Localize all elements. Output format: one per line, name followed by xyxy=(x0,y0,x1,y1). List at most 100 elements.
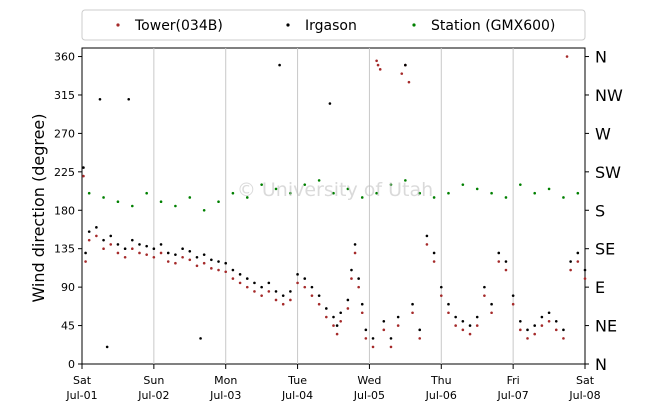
point-series-1-32 xyxy=(274,290,278,293)
point-series-1-59 xyxy=(432,251,436,255)
point-series-2-6 xyxy=(174,204,177,208)
y-tick-label-0: 0 xyxy=(68,358,75,371)
point-series-0-80 xyxy=(583,277,587,280)
point-series-1-23 xyxy=(217,260,220,263)
point-series-1-55 xyxy=(404,63,407,67)
point-series-1-63 xyxy=(461,319,465,323)
legend-marker-station xyxy=(412,23,416,27)
point-series-1-69 xyxy=(504,260,508,263)
point-series-0-69 xyxy=(511,302,515,306)
grid-layer xyxy=(153,48,514,364)
point-series-0-47 xyxy=(376,63,380,67)
point-series-0-9 xyxy=(138,251,141,255)
x-tick-date-2: Jul-03 xyxy=(209,389,241,402)
point-series-2-15 xyxy=(303,183,307,186)
point-series-2-13 xyxy=(274,187,278,191)
point-series-1-37 xyxy=(303,277,307,280)
point-series-2-22 xyxy=(404,179,407,182)
point-series-0-6 xyxy=(116,251,120,255)
point-series-1-80 xyxy=(583,268,587,272)
point-series-0-12 xyxy=(159,251,163,255)
point-series-1-29 xyxy=(253,281,256,285)
point-series-0-0 xyxy=(82,174,85,178)
point-series-0-15 xyxy=(181,255,184,259)
point-series-2-25 xyxy=(447,191,450,195)
point-series-0-22 xyxy=(231,277,235,280)
point-series-1-64 xyxy=(468,324,472,327)
point-series-0-29 xyxy=(281,302,285,306)
point-series-0-63 xyxy=(468,332,472,336)
right-axis-label-8: N xyxy=(595,48,607,67)
point-series-0-72 xyxy=(533,332,536,336)
point-series-0-66 xyxy=(490,311,493,315)
y-axis-label: Wind direction (degree) xyxy=(29,113,48,302)
point-series-1-40 xyxy=(325,307,328,310)
point-series-0-3 xyxy=(95,234,98,238)
point-series-0-33 xyxy=(310,294,314,297)
right-axis-label-1: NE xyxy=(595,317,617,336)
point-series-0-8 xyxy=(131,247,134,251)
point-series-0-57 xyxy=(425,243,429,246)
point-series-1-79 xyxy=(576,251,580,255)
point-series-2-24 xyxy=(432,196,436,199)
right-axis-label-5: SW xyxy=(595,163,621,182)
point-series-0-16 xyxy=(188,258,192,262)
y-tick-label-8: 360 xyxy=(54,51,75,64)
point-series-2-2 xyxy=(116,200,120,204)
point-series-1-30 xyxy=(260,285,263,289)
point-series-0-76 xyxy=(562,337,565,340)
point-series-1-61 xyxy=(447,302,450,306)
point-series-1-22 xyxy=(210,258,213,262)
data-points xyxy=(82,55,587,349)
right-axis-label-7: NW xyxy=(595,86,623,105)
plot-frame xyxy=(81,47,586,365)
point-series-2-23 xyxy=(418,191,422,195)
point-series-1-70 xyxy=(511,294,515,297)
point-series-0-26 xyxy=(260,294,263,297)
point-series-1-6 xyxy=(105,345,109,349)
point-series-0-32 xyxy=(303,285,307,289)
point-series-1-45 xyxy=(346,298,350,302)
point-series-0-11 xyxy=(152,255,156,259)
point-series-2-21 xyxy=(389,183,393,186)
point-series-1-39 xyxy=(317,294,321,297)
point-series-1-66 xyxy=(483,285,486,289)
point-series-0-23 xyxy=(238,281,242,285)
point-series-1-52 xyxy=(382,319,386,323)
point-series-1-3 xyxy=(95,226,98,229)
point-series-2-18 xyxy=(346,187,350,191)
right-axis-label-6: W xyxy=(595,124,611,143)
x-ticks: Sat Jul-01 Sun Jul-02 Mon Jul-03 Tue Jul-04 Wed J… xyxy=(65,364,601,402)
point-series-1-54 xyxy=(396,315,400,319)
point-series-0-5 xyxy=(109,243,113,246)
point-series-2-29 xyxy=(504,196,508,199)
point-series-1-34 xyxy=(289,290,292,293)
point-series-0-31 xyxy=(296,281,299,285)
point-series-1-58 xyxy=(425,234,429,238)
point-series-1-31 xyxy=(267,281,271,285)
x-tick-day-6: Fri xyxy=(507,374,520,387)
point-series-2-26 xyxy=(461,183,465,186)
point-series-1-67 xyxy=(490,302,493,306)
y-ticks: 0 45 90 135 180 225 270 315 360 xyxy=(54,51,82,371)
point-series-1-7 xyxy=(109,234,113,238)
x-tick-day-1: Sun xyxy=(143,374,164,387)
point-series-1-74 xyxy=(540,315,544,319)
point-series-0-65 xyxy=(483,294,486,297)
point-series-1-71 xyxy=(519,319,522,323)
point-series-0-14 xyxy=(174,261,177,265)
point-series-2-31 xyxy=(533,191,536,195)
point-series-1-25 xyxy=(224,261,228,265)
legend-label-tower: Tower(034B) xyxy=(134,18,223,34)
point-series-1-14 xyxy=(152,247,156,251)
point-series-0-73 xyxy=(540,324,544,327)
point-series-2-33 xyxy=(562,196,565,199)
y-tick-label-7: 315 xyxy=(54,89,75,102)
right-axis-label-3: SE xyxy=(595,240,615,259)
point-series-1-18 xyxy=(181,247,184,251)
point-series-0-39 xyxy=(346,307,350,310)
y-tick-label-6: 270 xyxy=(54,127,75,140)
point-series-2-11 xyxy=(245,196,249,199)
point-series-1-75 xyxy=(547,311,551,315)
x-tick-day-7: Sat xyxy=(576,374,595,387)
